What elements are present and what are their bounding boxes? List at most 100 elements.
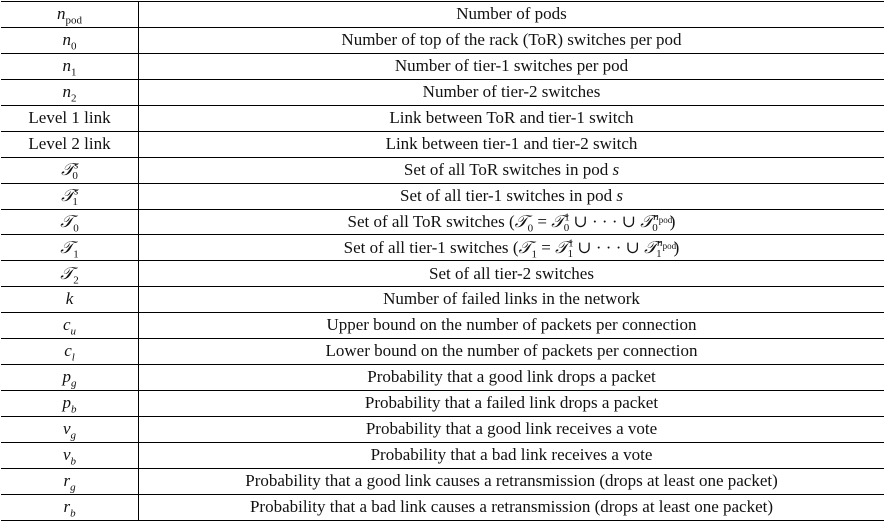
symbol-p: p bbox=[62, 393, 72, 413]
superscript-s: s bbox=[74, 159, 79, 172]
subscript-0: 0 bbox=[563, 222, 570, 235]
variable-s: s bbox=[612, 159, 620, 179]
symbol-cell: n2 bbox=[1, 79, 139, 106]
description-cell: Number of top of the rack (ToR) switches… bbox=[138, 27, 884, 54]
ellipsis: · · · bbox=[592, 211, 618, 231]
subscript-0: 0 bbox=[71, 40, 77, 53]
subscript-pod: pod bbox=[662, 241, 677, 252]
symbol-cell: n0 bbox=[1, 27, 139, 54]
subscript-b: b bbox=[70, 455, 77, 468]
symbol-n: n bbox=[62, 30, 72, 50]
description-cell: Number of tier-1 switches per pod bbox=[138, 53, 884, 80]
equals-sign: = bbox=[537, 211, 547, 231]
subscript-1: 1 bbox=[656, 247, 662, 260]
symbol-cal-t: 𝒯 bbox=[518, 237, 532, 258]
description-cell: Set of all tier-1 switches (𝒯1 = 𝒯11 ∪ ·… bbox=[138, 234, 884, 262]
superscript-s: s bbox=[74, 185, 79, 198]
table-row: n1 Number of tier-1 switches per pod bbox=[1, 53, 884, 80]
symbol-cell: Level 2 link bbox=[1, 131, 139, 158]
symbol-p: p bbox=[62, 367, 72, 387]
subscript-2: 2 bbox=[73, 273, 79, 286]
subscript-0: 0 bbox=[652, 222, 658, 235]
description-cell: Probability that a bad link causes a ret… bbox=[138, 494, 884, 522]
symbol-cal-t: 𝒯 bbox=[60, 211, 74, 232]
open-paren: ( bbox=[512, 237, 519, 257]
subscript-1: 1 bbox=[71, 66, 77, 79]
subscript-1: 1 bbox=[567, 247, 574, 260]
subscript-0: 0 bbox=[72, 170, 78, 183]
union-symbol: ∪ bbox=[577, 237, 592, 257]
description-cell: Upper bound on the number of packets per… bbox=[138, 312, 884, 340]
symbol-c: c bbox=[62, 315, 71, 335]
subscript-1: 1 bbox=[73, 247, 79, 260]
table-row: 𝒯1 Set of all tier-1 switches (𝒯1 = 𝒯11 … bbox=[1, 234, 884, 262]
symbol-cell: n1 bbox=[1, 53, 139, 80]
close-paren: ) bbox=[669, 211, 676, 231]
table-row: k Number of failed links in the network bbox=[1, 286, 884, 314]
subscript-pod: pod bbox=[658, 215, 673, 226]
symbol-cell: rb bbox=[1, 494, 139, 522]
subscript-b: b bbox=[71, 403, 77, 416]
description-text: Set of all ToR switches bbox=[347, 211, 505, 231]
close-paren: ) bbox=[673, 237, 680, 257]
variable-s: s bbox=[616, 185, 623, 205]
description-cell: Lower bound on the number of packets per… bbox=[138, 338, 884, 366]
description-cell: Link between ToR and tier-1 switch bbox=[138, 105, 884, 132]
symbol-cell: 𝒯2 bbox=[1, 260, 139, 288]
subscript-l: l bbox=[71, 351, 75, 364]
description-cell: Set of all ToR switches (𝒯0 = 𝒯10 ∪ · · … bbox=[138, 209, 884, 236]
description-cell: Number of pods bbox=[138, 1, 884, 28]
symbol-cal-t: 𝒯 bbox=[551, 211, 565, 232]
description-cell: Set of all ToR switches in pod s bbox=[138, 157, 884, 184]
table-row: 𝒯s0 Set of all ToR switches in pod s bbox=[1, 157, 884, 184]
description-cell: Number of failed links in the network bbox=[138, 286, 884, 314]
description-text: Set of all tier-1 switches bbox=[343, 237, 509, 257]
superscript-1: 1 bbox=[568, 236, 574, 249]
table-row: cl Lower bound on the number of packets … bbox=[1, 338, 884, 366]
subscript-1: 1 bbox=[72, 196, 78, 209]
symbol-cell: cl bbox=[1, 338, 139, 366]
equals-sign: = bbox=[541, 237, 551, 257]
union-symbol: ∪ bbox=[573, 211, 588, 231]
description-text: Set of all tier-1 switches in pod bbox=[400, 185, 613, 205]
description-cell: Probability that a good link receives a … bbox=[138, 416, 884, 443]
symbol-cell: 𝒯0 bbox=[1, 209, 139, 236]
subscript-g: g bbox=[70, 429, 77, 442]
symbol-cell: vg bbox=[1, 416, 139, 443]
subscript-b: b bbox=[70, 507, 76, 520]
table-row: cu Upper bound on the number of packets … bbox=[1, 312, 884, 340]
subscript-g: g bbox=[71, 377, 77, 390]
symbol-cell: pg bbox=[1, 364, 139, 392]
symbol-n: n bbox=[62, 56, 72, 75]
symbol-cal-t: 𝒯 bbox=[640, 211, 654, 232]
symbol-c: c bbox=[64, 341, 72, 361]
ellipsis: · · · bbox=[595, 237, 622, 257]
table-row: n2 Number of tier-2 switches bbox=[1, 79, 884, 106]
union-symbol: ∪ bbox=[625, 237, 640, 257]
symbol-cal-t: 𝒯 bbox=[61, 185, 75, 206]
table-row: pb Probability that a failed link drops … bbox=[1, 390, 884, 417]
table-row: rg Probability that a good link causes a… bbox=[1, 468, 884, 495]
description-text: Set of all ToR switches in pod bbox=[403, 159, 609, 179]
table-row: vb Probability that a bad link receives … bbox=[1, 442, 884, 469]
symbol-k: k bbox=[65, 289, 74, 309]
table-row: npod Number of pods bbox=[1, 1, 884, 28]
symbol-r: r bbox=[63, 497, 71, 517]
symbol-r: r bbox=[63, 471, 71, 490]
description-cell: Set of all tier-2 switches bbox=[138, 260, 884, 288]
table-row: 𝒯s1 Set of all tier-1 switches in pod s bbox=[1, 183, 884, 210]
symbol-cell: k bbox=[1, 286, 139, 314]
symbol-n: n bbox=[57, 4, 66, 24]
symbol-cal-t: 𝒯 bbox=[60, 263, 74, 284]
symbol-cal-t: 𝒯 bbox=[61, 159, 75, 180]
subscript-g: g bbox=[70, 481, 76, 494]
superscript-n: n bbox=[657, 236, 663, 249]
table-row: 𝒯0 Set of all ToR switches (𝒯0 = 𝒯10 ∪ ·… bbox=[1, 209, 884, 236]
description-cell: Probability that a good link drops a pac… bbox=[138, 364, 884, 392]
subscript-0: 0 bbox=[73, 222, 79, 235]
subscript-pod: pod bbox=[65, 14, 83, 27]
description-cell: Probability that a good link causes a re… bbox=[138, 468, 884, 495]
symbol-cell: cu bbox=[1, 312, 139, 340]
table-row: vg Probability that a good link receives… bbox=[1, 416, 884, 443]
description-cell: Probability that a failed link drops a p… bbox=[138, 390, 884, 417]
